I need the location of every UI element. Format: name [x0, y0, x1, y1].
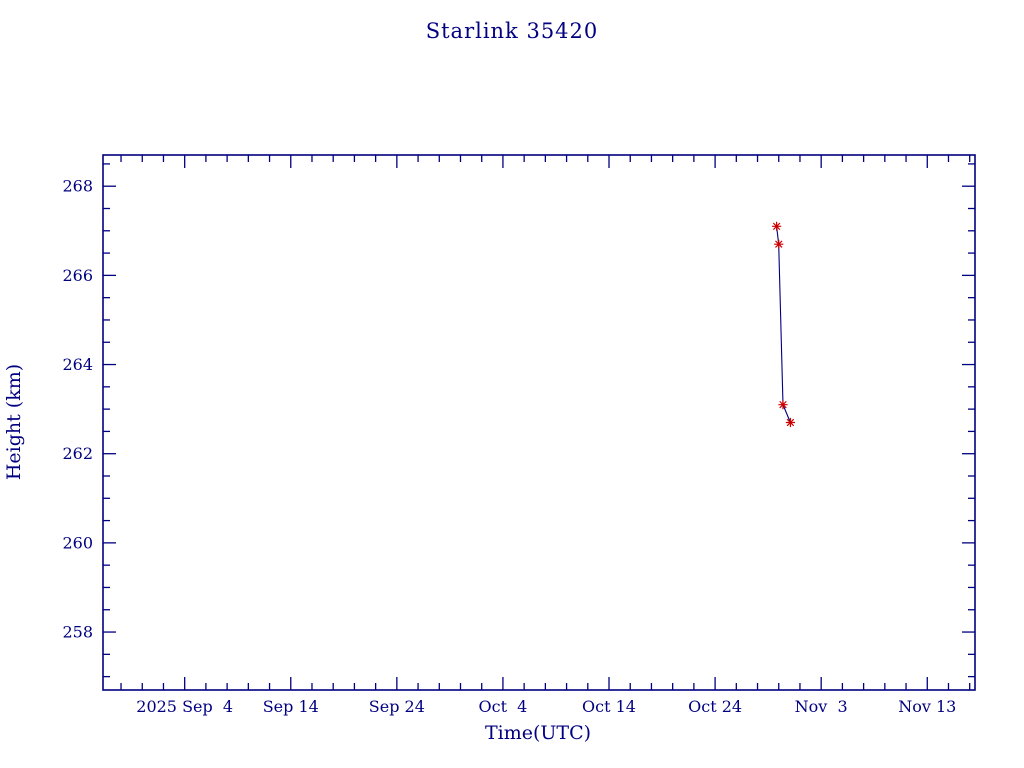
- data-point-marker: [774, 239, 784, 249]
- x-tick-label: Oct 4: [479, 697, 528, 716]
- data-series: [772, 221, 796, 428]
- x-tick-label: 2025 Sep 4: [136, 697, 233, 716]
- y-tick-label: 262: [62, 444, 93, 463]
- y-tick-label: 260: [62, 533, 93, 552]
- x-tick-label: Nov 3: [795, 697, 848, 716]
- y-tick-label: 264: [62, 355, 93, 374]
- y-tick-label: 258: [62, 623, 93, 642]
- plot-border: [102, 154, 976, 691]
- data-point-marker: [778, 400, 788, 410]
- x-tick-label: Oct 14: [582, 697, 636, 716]
- axis-tick-labels: 2025 Sep 4 Sep 14 Sep 24 Oct 4 Oct 14 Oct 24 N…: [62, 177, 956, 716]
- x-tick-label: Sep 14: [263, 697, 319, 716]
- x-tick-label: Oct 24: [688, 697, 742, 716]
- y-tick-label: 266: [62, 266, 93, 285]
- plot-frame: [102, 154, 976, 691]
- data-point-marker: [772, 221, 782, 231]
- y-tick-label: 268: [62, 177, 93, 196]
- series-line: [776, 226, 791, 423]
- axis-ticks: [103, 155, 975, 690]
- x-tick-label: Nov 13: [898, 697, 956, 716]
- data-point-marker: [785, 417, 796, 428]
- chart-title: Starlink 35420: [426, 19, 599, 43]
- x-tick-label: Sep 24: [369, 697, 425, 716]
- x-axis-label: Time(UTC): [485, 722, 591, 744]
- y-axis-label: Height (km): [3, 364, 25, 480]
